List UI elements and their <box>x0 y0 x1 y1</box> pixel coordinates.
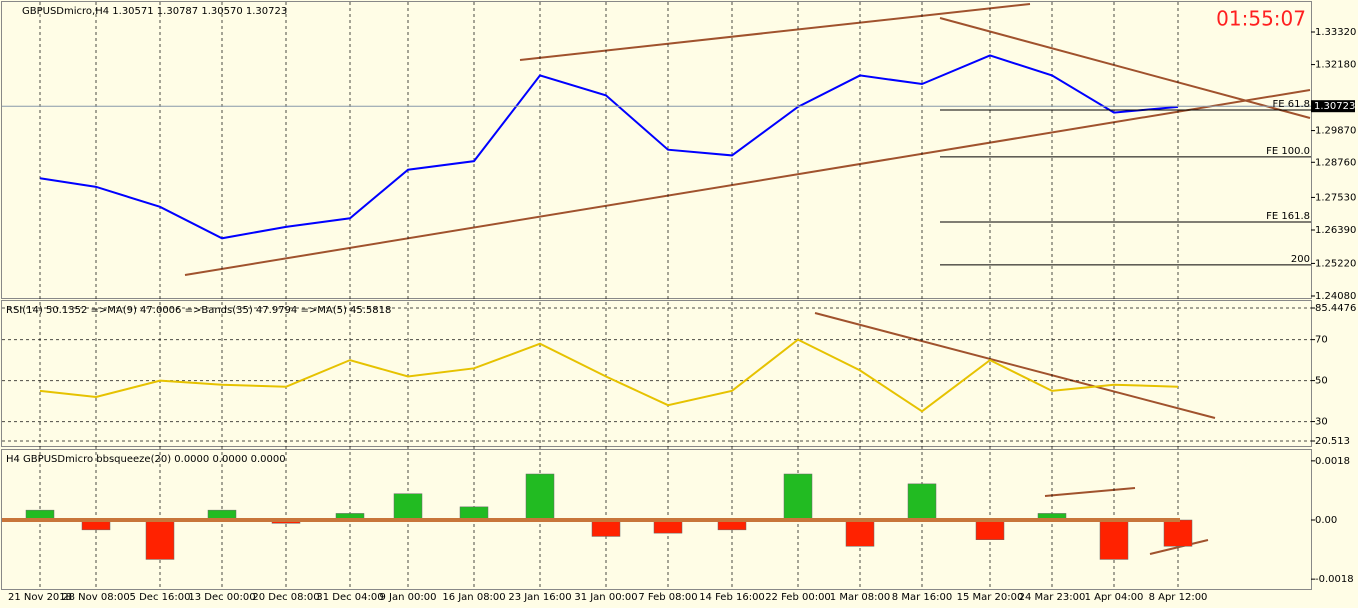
x-tick-label: 1 Mar 08:00 <box>830 592 890 603</box>
x-tick-label: 31 Jan 00:00 <box>574 592 637 603</box>
fibo-label: FE 100.0 <box>1266 146 1310 157</box>
bar <box>145 519 175 560</box>
y-tick-label: 1.25220 <box>1315 258 1356 269</box>
bar <box>783 473 813 521</box>
y-tick-label: 1.24080 <box>1315 291 1356 302</box>
bar <box>591 519 621 537</box>
x-tick-label: 8 Mar 16:00 <box>892 592 952 603</box>
x-tick-label: 9 Jan 00:00 <box>380 592 437 603</box>
bar <box>1099 519 1129 560</box>
y-tick-label: 0.00 <box>1315 515 1337 526</box>
y-tick-label: 1.29870 <box>1315 126 1356 137</box>
x-tick-label: 7 Feb 08:00 <box>638 592 697 603</box>
y-tick-label: 1.27530 <box>1315 192 1356 203</box>
x-tick-label: 24 Mar 23:00 <box>1019 592 1086 603</box>
x-tick-label: 22 Feb 00:00 <box>765 592 831 603</box>
x-tick-label: 1 Apr 04:00 <box>1085 592 1144 603</box>
bar <box>845 519 875 547</box>
x-tick-label: 20 Dec 08:00 <box>252 592 319 603</box>
x-tick-label: 13 Dec 00:00 <box>188 592 255 603</box>
y-tick-label: 30 <box>1315 417 1328 428</box>
bar <box>907 483 937 521</box>
rsi-pane <box>1 300 1312 447</box>
bar <box>525 473 555 521</box>
y-tick-label: 1.26390 <box>1315 225 1356 236</box>
fibo-label: 200 <box>1291 254 1310 265</box>
y-tick-label: 1.28760 <box>1315 157 1356 168</box>
fibo-label: FE 161.8 <box>1266 211 1310 222</box>
series-line <box>39 54 1179 240</box>
y-tick-label: 70 <box>1315 335 1328 346</box>
current-price-box <box>1311 100 1355 113</box>
x-tick-label: 16 Jan 08:00 <box>442 592 505 603</box>
y-tick-label: 20.513 <box>1315 436 1350 447</box>
y-tick-label: -0.0018 <box>1315 574 1354 585</box>
price-pane <box>1 1 1312 299</box>
x-tick-label: 14 Feb 16:00 <box>699 592 765 603</box>
y-tick-label: 50 <box>1315 376 1328 387</box>
x-tick-label: 28 Nov 08:00 <box>62 592 129 603</box>
squeeze-title: H4 GBPUSDmicro bbsqueeze(20) 0.0000 0.00… <box>6 454 286 465</box>
x-tick-label: 31 Dec 04:00 <box>316 592 383 603</box>
y-tick-label: 0.0018 <box>1315 456 1350 467</box>
y-tick-label: 1.32180 <box>1315 60 1356 71</box>
bar <box>393 493 423 521</box>
x-tick-label: 23 Jan 16:00 <box>508 592 571 603</box>
y-tick-label: 85.4476 <box>1315 303 1356 314</box>
y-tick-label: 1.33320 <box>1315 27 1356 38</box>
rsi-title: RSI(14) 50.1352 =>MA(9) 47.0006 =>Bands(… <box>6 305 391 316</box>
x-tick-label: 15 Mar 20:00 <box>957 592 1024 603</box>
x-tick-label: 8 Apr 12:00 <box>1149 592 1208 603</box>
price-title: GBPUSDmicro,H4 1.30571 1.30787 1.30570 1… <box>22 6 287 17</box>
trendlines <box>184 3 1311 555</box>
series-line <box>39 338 1179 413</box>
bar <box>975 519 1005 540</box>
fibo-label: FE 61.8 <box>1272 99 1310 110</box>
bar <box>1163 519 1193 547</box>
x-tick-label: 5 Dec 16:00 <box>130 592 191 603</box>
timer: 01:55:07 <box>1216 7 1306 31</box>
x-tick-label: 21 Nov 2018 <box>8 592 72 603</box>
current-price-label: 1.30723 <box>1314 101 1355 112</box>
